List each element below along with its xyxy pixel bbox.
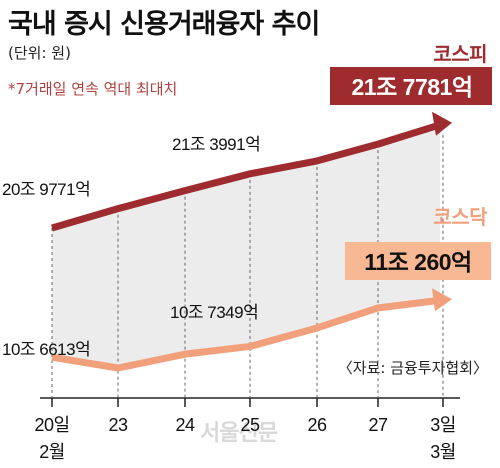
kospi-first-value-label: 20조 9771억 xyxy=(2,180,90,199)
band-fill xyxy=(52,124,440,368)
kospi-line xyxy=(51,121,442,232)
x-tick-label: 25 xyxy=(240,415,260,435)
kospi-legend-label: 코스피 xyxy=(433,43,487,66)
kosdaq-arrowhead xyxy=(432,288,452,312)
kosdaq-line xyxy=(51,296,441,372)
x-tick-label: 27 xyxy=(368,415,388,435)
kospi-latest-value: 21조 7781억 xyxy=(352,74,473,100)
publisher-watermark: 서울신문 xyxy=(200,421,278,446)
x-tick-label: 23 xyxy=(108,415,128,435)
kosdaq-latest-value: 11조 260억 xyxy=(364,249,471,275)
unit-label: (단위: 원) xyxy=(8,44,71,62)
chart-title: 국내 증시 신용거래융자 추이 xyxy=(8,9,320,40)
kosdaq-mid-value-label: 10조 7349억 xyxy=(170,303,258,322)
x-tick-label: 20일 xyxy=(34,415,69,435)
source-label: 〈자료: 금융투자협회〉 xyxy=(337,359,488,377)
kosdaq-latest-box xyxy=(345,242,491,280)
record-note: *7거래일 연속 역대 최대치 xyxy=(8,80,178,98)
kosdaq-legend-label: 코스닥 xyxy=(433,206,488,229)
x-tick-label-month: 2월 xyxy=(39,442,65,462)
x-tick-label-month: 3월 xyxy=(430,442,456,462)
x-tick-label: 26 xyxy=(307,415,327,435)
kospi-arrowhead xyxy=(432,111,452,136)
kospi-mid-value-label: 21조 3991억 xyxy=(172,135,260,154)
kosdaq-first-value-label: 10조 6613억 xyxy=(2,340,90,359)
x-tick-label: 24 xyxy=(175,415,195,435)
kospi-latest-box xyxy=(330,67,492,105)
x-tick-label: 3일 xyxy=(430,415,456,435)
